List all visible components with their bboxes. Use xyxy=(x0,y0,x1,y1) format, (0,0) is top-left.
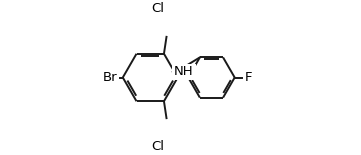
Text: NH: NH xyxy=(174,65,194,78)
Text: Cl: Cl xyxy=(151,140,164,153)
Text: F: F xyxy=(244,71,252,84)
Text: Cl: Cl xyxy=(151,2,164,15)
Text: Br: Br xyxy=(102,71,117,84)
